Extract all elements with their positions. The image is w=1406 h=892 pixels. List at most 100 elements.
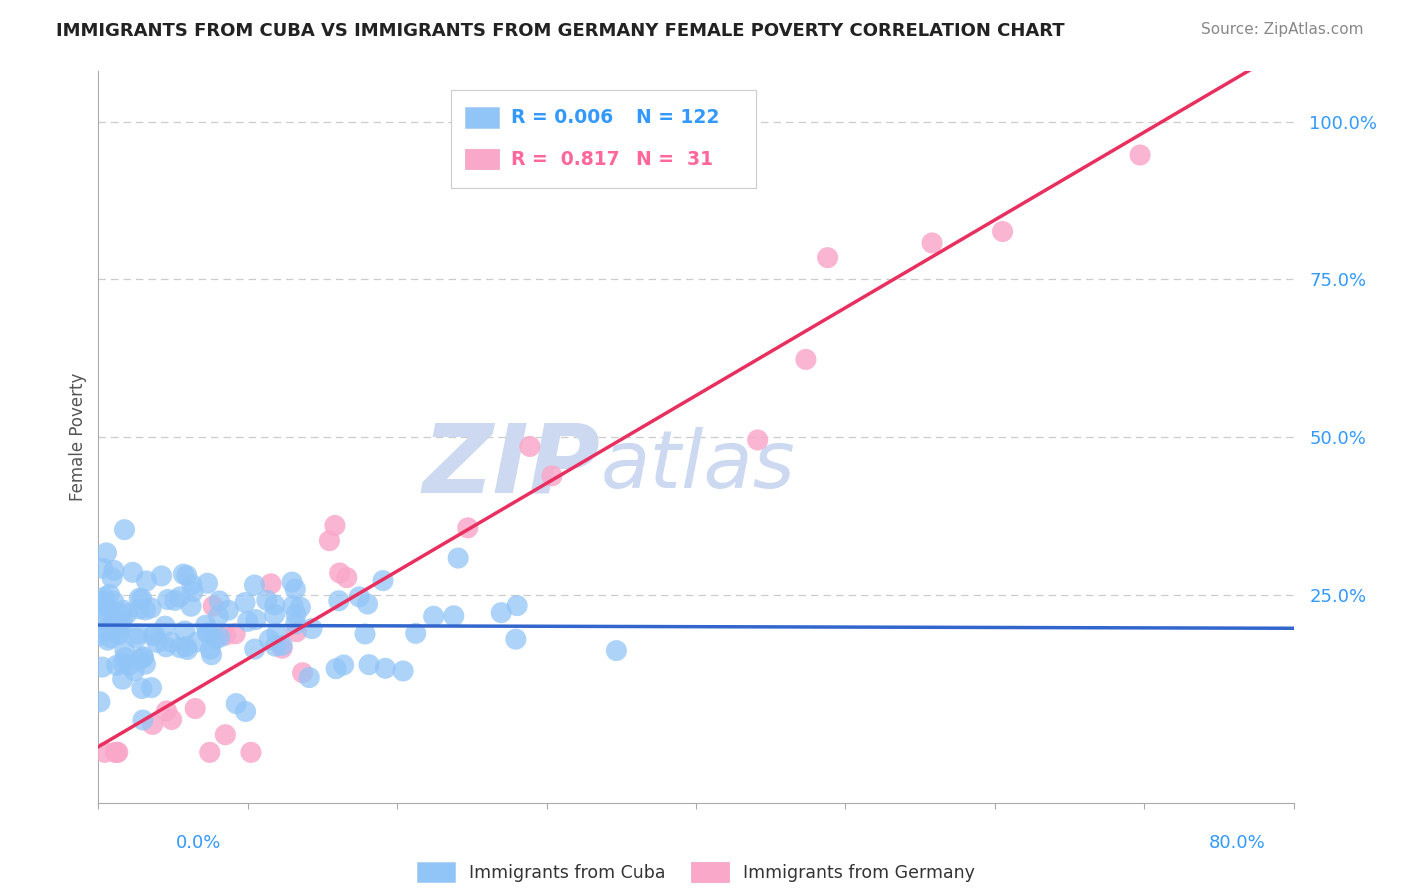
Point	[202, 599, 225, 613]
Point	[357, 657, 380, 672]
Point	[284, 582, 307, 596]
Point	[243, 578, 266, 592]
Point	[239, 745, 262, 759]
Point	[110, 621, 132, 635]
Point	[541, 468, 564, 483]
Point	[105, 658, 128, 673]
Point	[197, 626, 219, 640]
Point	[323, 518, 346, 533]
Point	[143, 627, 166, 641]
Point	[127, 627, 149, 641]
Point	[125, 631, 148, 645]
Point	[328, 594, 350, 608]
Point	[332, 658, 354, 673]
Point	[150, 569, 173, 583]
Point	[155, 640, 177, 654]
Point	[263, 607, 285, 622]
Point	[224, 627, 246, 641]
Point	[181, 578, 204, 592]
Point	[225, 697, 247, 711]
Point	[111, 656, 134, 670]
Point	[325, 662, 347, 676]
Point	[96, 546, 118, 560]
Point	[172, 567, 194, 582]
Point	[114, 643, 136, 657]
Point	[392, 664, 415, 678]
Point	[105, 745, 128, 759]
Point	[233, 595, 256, 609]
Point	[93, 745, 115, 759]
Point	[204, 632, 226, 646]
Point	[128, 591, 150, 606]
Point	[281, 599, 304, 613]
Text: ZIP: ZIP	[422, 420, 600, 513]
Point	[290, 600, 312, 615]
Point	[132, 650, 155, 665]
Point	[121, 566, 143, 580]
Point	[101, 571, 124, 585]
Point	[176, 642, 198, 657]
Point	[122, 664, 145, 678]
Point	[506, 599, 529, 613]
Point	[259, 632, 281, 647]
Point	[142, 629, 165, 643]
Point	[186, 635, 208, 649]
Text: IMMIGRANTS FROM CUBA VS IMMIGRANTS FROM GERMANY FEMALE POVERTY CORRELATION CHART: IMMIGRANTS FROM CUBA VS IMMIGRANTS FROM …	[56, 22, 1064, 40]
Point	[97, 633, 120, 648]
Point	[128, 652, 150, 666]
Point	[236, 615, 259, 629]
Point	[118, 657, 141, 672]
Point	[134, 603, 156, 617]
Point	[356, 597, 378, 611]
Point	[184, 701, 207, 715]
Point	[114, 650, 136, 665]
Point	[208, 594, 231, 608]
Point	[105, 613, 128, 627]
Point	[112, 603, 135, 617]
Point	[256, 593, 278, 607]
Point	[90, 612, 112, 626]
Point	[266, 626, 288, 640]
Y-axis label: Female Poverty: Female Poverty	[69, 373, 87, 501]
Point	[101, 615, 124, 630]
Text: Source: ZipAtlas.com: Source: ZipAtlas.com	[1201, 22, 1364, 37]
Text: 0.0%: 0.0%	[176, 834, 221, 852]
Point	[98, 587, 121, 601]
Point	[132, 713, 155, 727]
Point	[89, 695, 111, 709]
Point	[208, 630, 231, 644]
Point	[104, 745, 127, 759]
Legend: Immigrants from Cuba, Immigrants from Germany: Immigrants from Cuba, Immigrants from Ge…	[409, 855, 983, 889]
Point	[91, 660, 114, 674]
Point	[200, 642, 222, 657]
Point	[197, 576, 219, 591]
Point	[169, 640, 191, 655]
FancyBboxPatch shape	[451, 90, 756, 188]
Point	[176, 568, 198, 582]
Point	[271, 639, 294, 653]
Point	[141, 681, 163, 695]
Point	[114, 523, 136, 537]
Text: N = 122: N = 122	[636, 108, 720, 127]
Point	[215, 628, 238, 642]
Point	[141, 601, 163, 615]
Point	[111, 613, 134, 627]
Bar	[465, 149, 499, 169]
Point	[329, 566, 352, 580]
Point	[160, 635, 183, 649]
Point	[153, 619, 176, 633]
Point	[156, 592, 179, 607]
Point	[991, 225, 1014, 239]
Point	[90, 628, 112, 642]
Point	[284, 617, 307, 632]
Text: R =  0.817: R = 0.817	[510, 150, 620, 169]
Point	[173, 624, 195, 638]
Point	[298, 671, 321, 685]
Point	[207, 609, 229, 624]
Point	[245, 613, 267, 627]
Point	[443, 608, 465, 623]
Point	[284, 607, 307, 622]
Point	[195, 626, 218, 640]
Point	[115, 607, 138, 621]
Point	[146, 635, 169, 649]
